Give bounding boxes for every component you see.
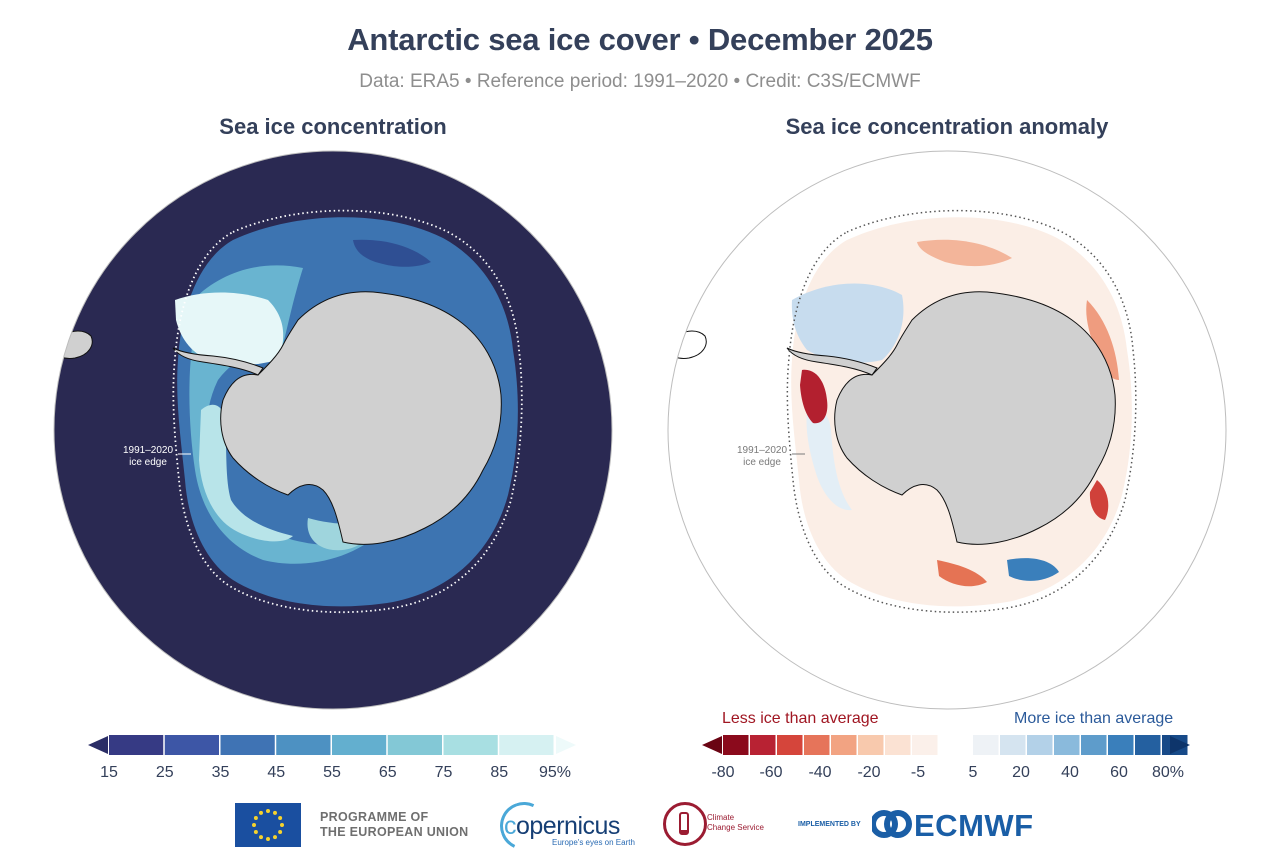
antarctic-peninsula [172,347,264,376]
implemented-by-label: IMPLEMENTED BY [798,821,861,828]
anomaly-strong-negative-west [800,369,828,424]
ice-east-coastal [353,239,431,267]
left-panel-title: Sea ice concentration [219,114,447,139]
colorbar-swatch [1135,735,1161,755]
eu-star [278,816,283,820]
colorbar-tick-label: 85 [490,764,509,781]
anomaly-map [667,150,1227,710]
ecmwf-wordmark: ECMWF [914,808,1034,843]
eu-star [253,816,258,820]
colorbar-tick-label: 55 [323,764,341,781]
colorbar-extend-high [556,736,576,754]
eu-star [259,810,263,815]
c3s-label: Climate Change Service [707,813,764,832]
colorbar-extend-low [702,736,722,754]
colorbar-swatch [912,735,938,755]
colorbar-swatch [858,735,884,755]
colorbar-tick-label: -20 [857,764,881,781]
colorbar-tick-label: 25 [155,764,174,781]
colorbar-tick-label: 75 [434,764,453,781]
ecmwf-logo-icon [872,810,912,838]
colorbar-swatch [1054,735,1080,755]
eu-star [278,830,283,834]
colorbar-tick-label: 60 [1110,764,1128,781]
eu-star [266,837,270,841]
colorbar-tick-label: 80% [1151,764,1185,781]
eu-star [252,823,256,827]
thermometer-icon [679,812,689,835]
colorbar-tick-label: -40 [808,764,832,781]
colorbar-swatch [804,735,830,755]
eu-star [259,835,263,840]
colorbar-tick-label: 5 [968,764,978,781]
eu-programme-label: PROGRAMME OF THE EUROPEAN UNION [320,810,469,839]
colorbar-swatch [109,735,164,755]
colorbar-swatch [387,735,442,755]
anomaly-negative-south [937,560,987,587]
colorbar-swatch [499,735,554,755]
anomaly-positive-weddell [791,283,904,363]
eu-star [273,835,277,840]
footer-logos: PROGRAMME OF THE EUROPEAN UNION copernic… [0,795,1280,860]
more-ice-label: More ice than average [1014,710,1174,727]
colorbar-swatch [885,735,911,755]
colorbar-swatch [750,735,776,755]
copernicus-wordmark: copernicus [504,812,620,840]
ice-weddell-pack [175,292,284,366]
colorbar-swatch [332,735,387,755]
anomaly-colorbar [702,735,1190,755]
colorbar-swatch [1108,735,1134,755]
colorbar-tick-label: 15 [100,764,118,781]
colorbar-swatch [1000,735,1026,755]
antarctica-land [220,291,502,545]
anomaly-positive-ross [1007,558,1059,581]
colorbar-tick-label: -80 [711,764,735,781]
c3s-logo-icon [663,802,707,846]
antarctic-peninsula [786,347,878,376]
colorbar-swatch [276,735,331,755]
less-ice-label: Less ice than average [722,710,879,727]
colorbar-swatch [220,735,275,755]
right-panel-title: Sea ice concentration anomaly [785,114,1109,139]
colorbar-swatch [1027,735,1053,755]
right-ice-edge-label: 1991–2020 ice edge [736,445,788,468]
concentration-map [53,150,613,710]
left-ice-edge-label: 1991–2020 ice edge [122,445,174,468]
anomaly-strong-negative-se [1089,480,1109,520]
colorbar-swatch [973,735,999,755]
colorbar-tick-label: 65 [378,764,397,781]
eu-star [253,830,258,834]
ice-west-pack [199,404,293,542]
colorbar-swatch [777,735,803,755]
colorbar-tick-label: -5 [910,764,926,781]
anomaly-positive-west [806,408,852,511]
anomaly-negative-east [1086,300,1119,380]
colorbar-tick-label: 95% [538,764,572,781]
colorbar-tick-label: -60 [759,764,783,781]
anomaly-negative-northeast [917,239,1012,267]
colorbar-tick-label: 35 [211,764,230,781]
colorbar-swatch [164,735,219,755]
page-title: Antarctic sea ice cover • December 2025 [347,22,933,57]
page-subtitle: Data: ERA5 • Reference period: 1991–2020… [359,71,921,92]
eu-star [273,810,277,815]
colorbar-tick-label: 20 [1012,764,1030,781]
eu-flag-icon [235,803,301,847]
copernicus-tagline: Europe's eyes on Earth [552,838,635,847]
colorbar-tick-label: 40 [1061,764,1079,781]
colorbar-extend-high [1170,736,1190,754]
colorbar-swatch [443,735,498,755]
eu-star [280,823,284,827]
colorbar-swatch [831,735,857,755]
eu-star [266,809,270,813]
colorbar-tick-label: 45 [267,764,286,781]
colorbar-swatch [723,735,749,755]
colorbar-swatch [1081,735,1107,755]
antarctica-land [834,291,1116,545]
colorbar-extend-low [88,736,108,754]
concentration-colorbar [88,735,576,755]
